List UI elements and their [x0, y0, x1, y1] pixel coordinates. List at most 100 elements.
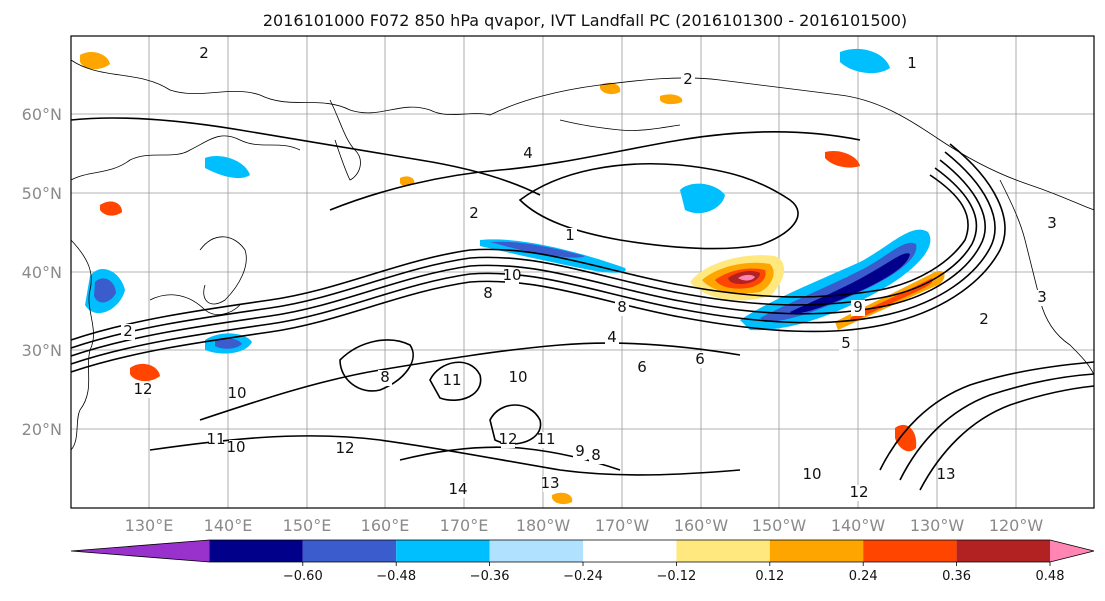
contour-label-background: [521, 146, 535, 162]
positive-anomaly: [738, 274, 755, 281]
contour-label-background: [851, 300, 865, 316]
contour-label: 8: [483, 284, 493, 302]
contour-label-background: [635, 360, 649, 376]
contour-label: 12: [849, 483, 868, 501]
positive-anomaly: [100, 201, 122, 216]
longitude-tick-label: 150°W: [752, 516, 807, 535]
contour-line: [70, 159, 986, 357]
contour-label-background: [905, 56, 919, 72]
contour-label-background: [693, 352, 707, 368]
latitude-tick-label: 50°N: [22, 184, 62, 203]
longitude-tick-label: 150°E: [283, 516, 332, 535]
contour-label-background: [605, 330, 619, 346]
contour-line: [919, 385, 1095, 491]
contour-line: [70, 117, 541, 196]
contour-label: 2: [199, 44, 209, 62]
colorbar-outline: [70, 539, 1095, 563]
positive-anomaly: [825, 150, 860, 168]
figure-title: 2016101000 F072 850 hPa qvapor, IVT Land…: [263, 11, 907, 30]
contour-label: 10: [508, 368, 527, 386]
colorbar-tick-label: 0.24: [849, 569, 878, 584]
contour-label-background: [1035, 290, 1049, 306]
contour-label: 2: [979, 310, 989, 328]
colorbar-segment: [956, 540, 1050, 562]
contour-line: [339, 339, 414, 392]
contour-line: [199, 342, 741, 421]
contour-line: [899, 373, 1095, 481]
humidity-contours: [70, 117, 1095, 491]
longitude-tick-label: 140°W: [831, 516, 886, 535]
contour-label: 12: [133, 380, 152, 398]
contour-line: [429, 361, 482, 402]
colorbar-tick-label: 0.12: [755, 569, 784, 584]
contour-label-background: [681, 72, 695, 88]
contour-label: 1: [565, 226, 575, 244]
colorbar-tick-label: 0.36: [942, 569, 971, 584]
contour-line: [149, 435, 741, 476]
colorbar-tick-label: −0.24: [563, 569, 603, 584]
longitude-tick-label: 170°E: [440, 516, 489, 535]
contour-label-background: [805, 467, 819, 483]
colorbar-segment: [676, 540, 770, 562]
contour-label-background: [539, 432, 553, 448]
longitude-tick-label: 130°W: [910, 516, 965, 535]
longitude-tick-label: 130°E: [125, 516, 174, 535]
contour-label-background: [121, 324, 135, 340]
negative-anomaly: [680, 183, 725, 214]
positive-anomaly: [80, 51, 110, 70]
longitude-ticks: 130°E 140°E 150°E 160°E 170°E 180°W 170°W 160°W…: [125, 516, 1044, 535]
contour-label: 14: [448, 480, 467, 498]
contour-label: 1: [907, 54, 917, 72]
longitude-tick-label: 140°E: [204, 516, 253, 535]
colorbar-tick-label: 0.48: [1036, 569, 1065, 584]
latitude-tick-label: 60°N: [22, 105, 62, 124]
alaska-coastline: [489, 77, 1095, 211]
contour-label-background: [615, 300, 629, 316]
asia-coastline: [199, 236, 247, 305]
contour-label-background: [1045, 216, 1059, 232]
contour-label: 11: [536, 430, 555, 448]
contour-label: 11: [442, 371, 461, 389]
negative-anomaly: [94, 278, 116, 303]
asia-coastline: [70, 59, 491, 116]
contour-label-background: [467, 206, 481, 222]
positive-anomaly: [895, 424, 917, 452]
contour-label: 10: [227, 384, 246, 402]
positive-anomaly: [600, 82, 621, 95]
contour-label-background: [378, 370, 392, 386]
map-frame: [70, 35, 1095, 509]
contour-label: 10: [502, 266, 521, 284]
contour-label: 3: [1037, 288, 1047, 306]
contour-line: [70, 143, 1006, 373]
contour-label: 6: [637, 358, 647, 376]
colorbar-segment: [396, 540, 490, 562]
latitude-ticks: 60°N 50°N 40°N 30°N 20°N: [22, 105, 62, 439]
contour-label-background: [197, 46, 211, 62]
contour-line: [879, 361, 1095, 471]
positive-anomaly: [552, 492, 573, 505]
latitude-tick-label: 30°N: [22, 341, 62, 360]
contour-label-background: [230, 386, 244, 402]
contour-label-background: [852, 485, 866, 501]
aleutian-islands: [559, 119, 681, 131]
contour-label-background: [481, 286, 495, 302]
contour-label: 4: [607, 328, 617, 346]
contour-label: 4: [523, 144, 533, 162]
contour-label: 10: [802, 465, 821, 483]
contour-label-background: [839, 336, 853, 352]
longitude-tick-label: 160°W: [674, 516, 729, 535]
contour-label-background: [505, 268, 519, 284]
colorbar-segment: [209, 540, 303, 562]
contour-label-background: [445, 373, 459, 389]
contour-label: 11: [206, 430, 225, 448]
contour-label-background: [511, 370, 525, 386]
contour-label: 8: [591, 446, 601, 464]
positive-anomaly: [130, 363, 160, 382]
negative-anomaly: [490, 241, 585, 258]
contour-line: [329, 130, 861, 211]
colorbar-segment: [302, 540, 397, 562]
contour-label-background: [563, 228, 577, 244]
contour-label: 13: [540, 474, 559, 492]
negative-anomaly: [215, 337, 242, 349]
